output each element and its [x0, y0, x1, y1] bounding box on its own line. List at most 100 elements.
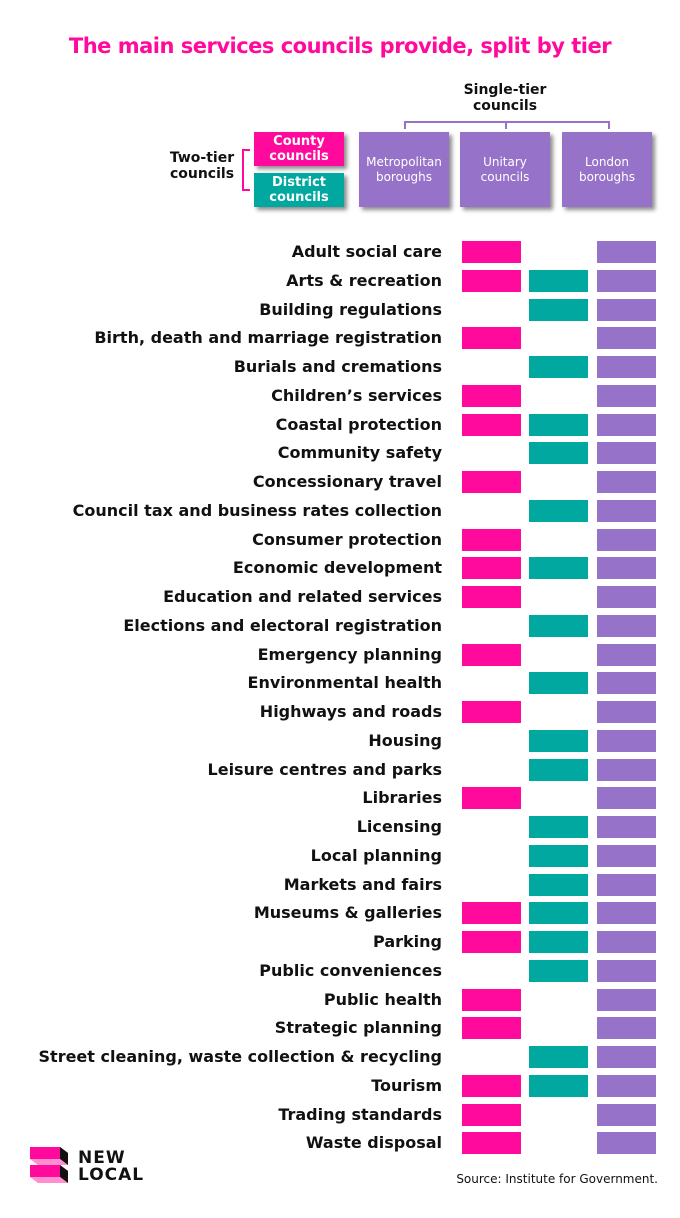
single-cell — [597, 384, 656, 407]
single-cell — [597, 614, 656, 637]
service-label: Children’s services — [271, 385, 442, 405]
source-note: Source: Institute for Government. — [456, 1172, 658, 1186]
county-cell — [462, 643, 521, 666]
single-cell — [597, 959, 656, 982]
service-label: Trading standards — [278, 1104, 442, 1124]
county-cell — [462, 1017, 521, 1040]
single-cell — [597, 471, 656, 493]
service-label: Tourism — [371, 1075, 442, 1095]
single-cell — [597, 586, 656, 608]
single-cell — [597, 1017, 656, 1040]
district-cell — [529, 499, 588, 522]
single-cell — [597, 356, 656, 378]
service-label: Museums & galleries — [253, 903, 442, 923]
county-cell — [462, 902, 521, 925]
service-label: Leisure centres and parks — [207, 759, 442, 779]
single-cell — [597, 643, 656, 666]
two-tier-heading: Two-tier councils — [169, 150, 235, 182]
district-cell — [529, 959, 588, 982]
service-label: Public health — [323, 989, 442, 1009]
single-cell — [597, 1046, 656, 1068]
single-cell — [597, 269, 656, 292]
service-label: Local planning — [310, 845, 442, 865]
logo-line-1: NEW — [78, 1148, 126, 1168]
service-label: Waste disposal — [305, 1133, 442, 1153]
district-councils-header: District councils — [254, 173, 344, 207]
district-cell — [529, 614, 588, 637]
county-cell — [462, 528, 521, 551]
district-cell — [529, 729, 588, 752]
service-label: Elections and electoral registration — [123, 615, 442, 635]
district-cell — [529, 442, 588, 465]
district-cell — [529, 672, 588, 695]
service-label: Licensing — [356, 817, 442, 836]
service-label: Strategic planning — [274, 1018, 442, 1038]
single-cell — [597, 844, 656, 867]
county-cell — [462, 1074, 521, 1097]
district-cell — [529, 816, 588, 838]
district-cell — [529, 844, 588, 867]
metropolitan-boroughs-header: Metropolitan boroughs — [359, 132, 449, 207]
service-label: Education and related services — [163, 587, 442, 606]
single-cell — [597, 787, 656, 810]
single-cell — [597, 1132, 656, 1155]
service-label: Coastal protection — [275, 414, 442, 434]
district-cell — [529, 269, 588, 292]
county-councils-header: County councils — [254, 132, 344, 166]
district-cell — [529, 758, 588, 781]
district-cell — [529, 931, 588, 953]
county-cell — [462, 1103, 521, 1126]
district-cell — [529, 1046, 588, 1068]
single-cell — [597, 729, 656, 752]
district-cell — [529, 356, 588, 378]
service-label: Emergency planning — [257, 644, 442, 664]
single-cell — [597, 701, 656, 723]
service-label: Economic development — [232, 558, 442, 578]
district-cell — [529, 902, 588, 925]
london-boroughs-header: London boroughs — [562, 132, 652, 207]
single-cell — [597, 758, 656, 781]
county-cell — [462, 988, 521, 1011]
service-label: Arts & recreation — [286, 270, 442, 290]
single-cell — [597, 413, 656, 436]
county-cell — [462, 471, 521, 493]
single-tier-bracket — [404, 121, 610, 129]
single-cell — [597, 499, 656, 522]
service-label: Adult social care — [291, 242, 442, 261]
single-cell — [597, 988, 656, 1011]
district-cell — [529, 873, 588, 896]
district-cell — [529, 298, 588, 321]
county-cell — [462, 269, 521, 292]
single-cell — [597, 241, 656, 263]
district-cell — [529, 557, 588, 580]
county-cell — [462, 557, 521, 580]
county-cell — [462, 413, 521, 436]
county-cell — [462, 241, 521, 263]
single-cell — [597, 298, 656, 321]
county-cell — [462, 327, 521, 350]
page-title: The main services councils provide, spli… — [68, 34, 612, 58]
service-label: Building regulations — [259, 299, 442, 319]
service-label: Markets and fairs — [283, 874, 442, 894]
service-label: Burials and cremations — [233, 357, 442, 376]
service-label: Council tax and business rates collectio… — [72, 500, 442, 520]
single-cell — [597, 902, 656, 925]
bracket-divider — [505, 121, 507, 129]
county-cell — [462, 384, 521, 407]
service-label: Public conveniences — [259, 960, 442, 980]
single-tier-heading: Single-tier councils — [463, 82, 547, 114]
service-label: Consumer protection — [252, 529, 442, 549]
logo-text: NEW LOCAL — [78, 1150, 144, 1184]
unitary-councils-header: Unitary councils — [460, 132, 550, 207]
service-label: Community safety — [277, 443, 442, 463]
single-cell — [597, 873, 656, 896]
service-label: Concessionary travel — [252, 472, 442, 491]
county-cell — [462, 701, 521, 723]
service-label: Birth, death and marriage registration — [94, 328, 442, 348]
service-label: Street cleaning, waste collection & recy… — [38, 1047, 442, 1066]
single-cell — [597, 528, 656, 551]
county-cell — [462, 586, 521, 608]
district-cell — [529, 413, 588, 436]
county-cell — [462, 787, 521, 810]
